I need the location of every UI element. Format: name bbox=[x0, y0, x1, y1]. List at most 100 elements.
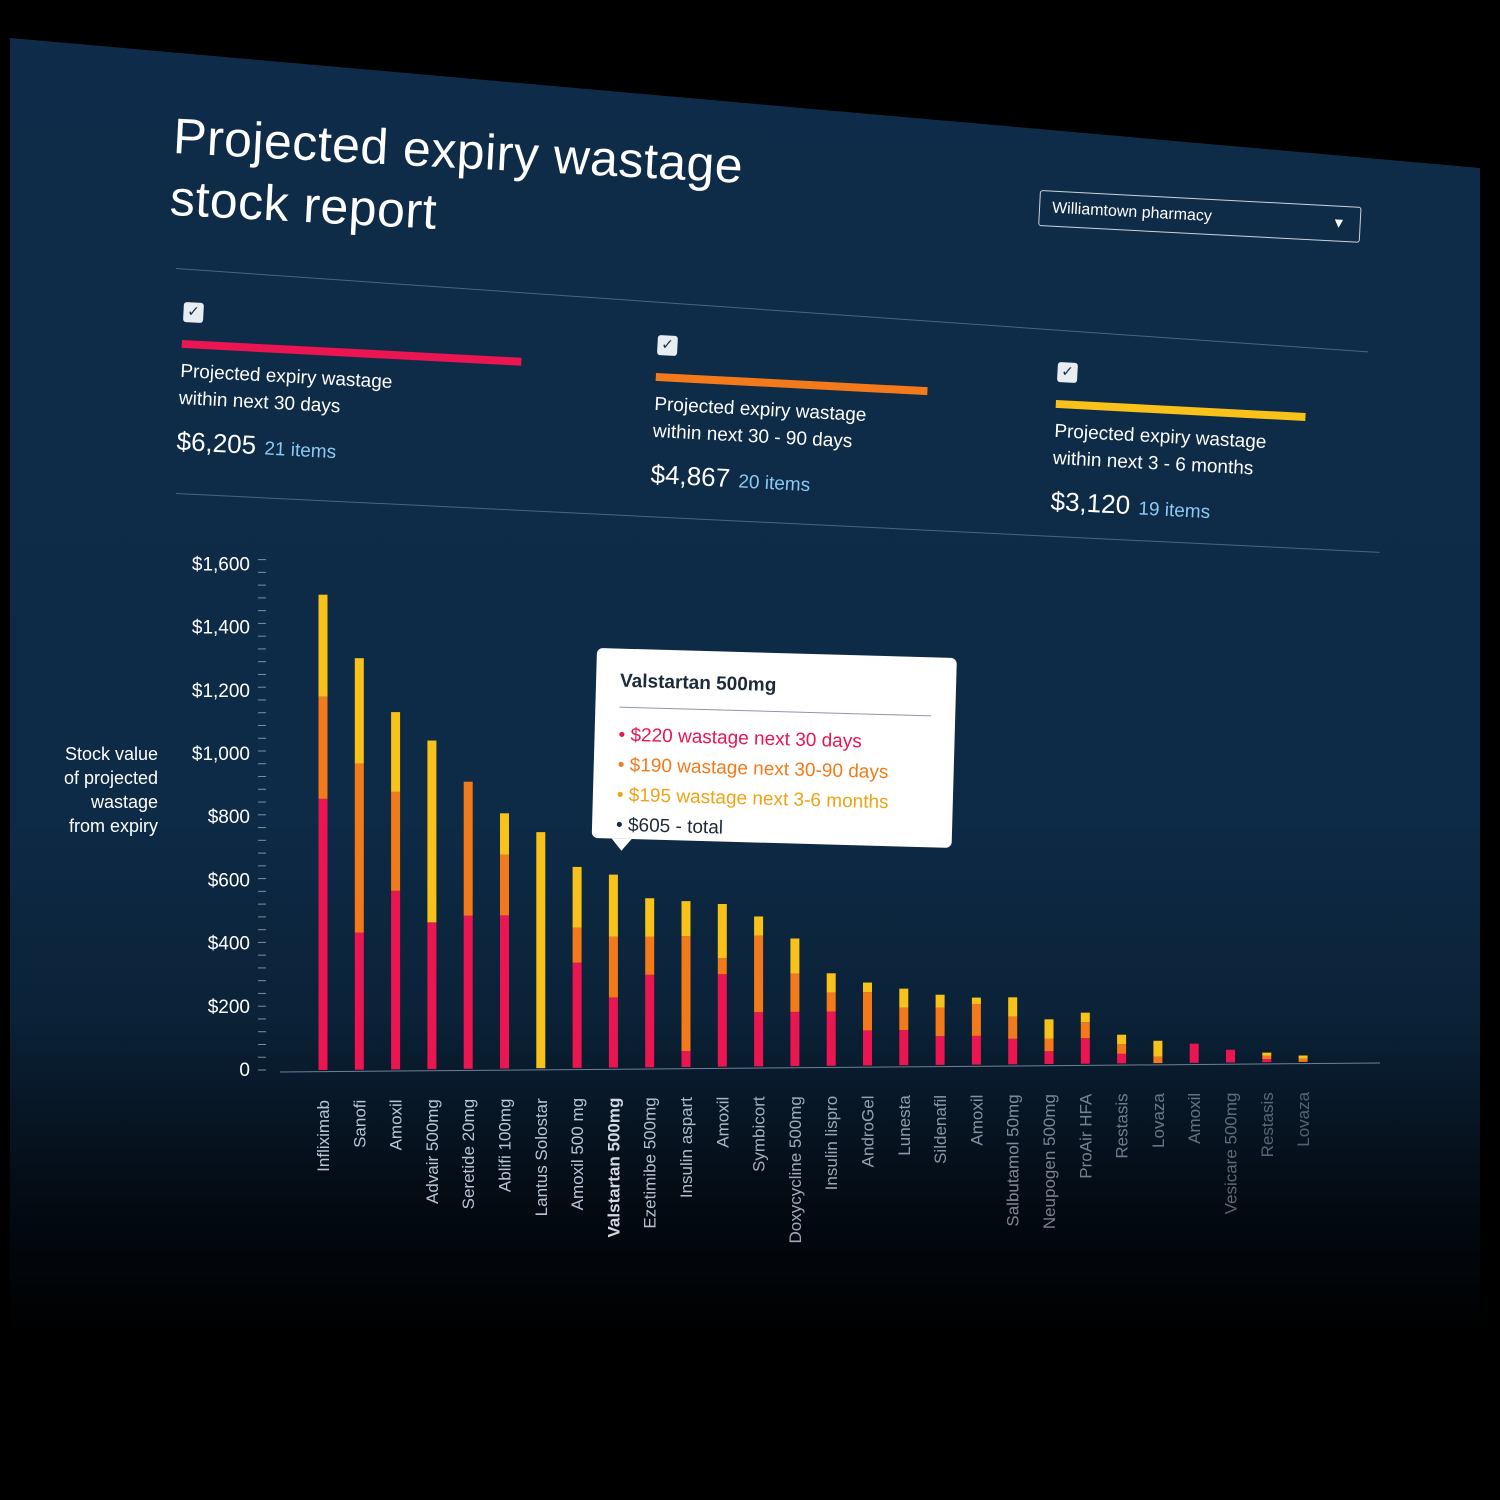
x-tick-label: Valstartan 500mg bbox=[604, 1098, 623, 1238]
bar-segment bbox=[754, 1012, 764, 1067]
x-tick-label: Amoxil bbox=[713, 1097, 732, 1148]
y-axis-title-line: Stock value bbox=[64, 744, 158, 764]
bar-segment bbox=[1189, 1043, 1199, 1063]
x-tick-label: Sanofi bbox=[350, 1100, 369, 1148]
bar-segment bbox=[463, 781, 473, 916]
bar-segment bbox=[1008, 1038, 1018, 1065]
bar-segment bbox=[1262, 1052, 1272, 1056]
bar-segment bbox=[1298, 1058, 1308, 1062]
bar-segment bbox=[1153, 1040, 1163, 1057]
bar-segment bbox=[427, 740, 437, 923]
bar-segment bbox=[754, 935, 764, 1013]
y-tick-label: $400 bbox=[208, 934, 250, 955]
bar-segment bbox=[391, 712, 401, 792]
x-tick-label: Restasis bbox=[1113, 1093, 1132, 1158]
y-tick-label: $600 bbox=[208, 870, 250, 891]
bar-segment bbox=[1153, 1056, 1163, 1064]
bar-segment bbox=[1080, 1038, 1090, 1064]
bar-segment bbox=[899, 988, 909, 1008]
bar-segment bbox=[1008, 1016, 1018, 1039]
x-tick-label: Sildenafil bbox=[931, 1095, 950, 1164]
bar-segment bbox=[1298, 1055, 1308, 1059]
bar-segment bbox=[645, 898, 655, 937]
bar-segment bbox=[863, 1030, 872, 1066]
bar-segment bbox=[681, 1051, 691, 1067]
y-tick-label: 0 bbox=[239, 1060, 250, 1081]
y-tick-label: $1,200 bbox=[192, 681, 250, 702]
bar-segment bbox=[391, 791, 401, 891]
x-tick-label: Lovaza bbox=[1294, 1091, 1313, 1146]
bar-segment bbox=[1044, 1051, 1054, 1064]
x-tick-label: Lantus Solostar bbox=[532, 1098, 551, 1216]
x-tick-label: ProAir HFA bbox=[1076, 1093, 1095, 1179]
bar-segment bbox=[826, 992, 836, 1012]
y-axis-title-line: wastage bbox=[90, 792, 158, 812]
bar-segment bbox=[1044, 1019, 1054, 1039]
bar-segment bbox=[971, 1003, 981, 1036]
bar-segment bbox=[1117, 1044, 1127, 1054]
bar-segment bbox=[717, 974, 727, 1067]
bar-segment bbox=[500, 854, 509, 916]
x-tick-label: Infliximab bbox=[314, 1100, 333, 1172]
tooltip-line-total: • $605 - total bbox=[615, 814, 724, 839]
x-tick-label: Ablifi 100mg bbox=[496, 1099, 515, 1193]
x-tick-label: Insulin aspart bbox=[677, 1097, 696, 1198]
bar-segment bbox=[318, 696, 328, 799]
bar-segment bbox=[318, 594, 328, 697]
tooltip-line-3-6-months: • $195 wastage next 3-6 months bbox=[616, 784, 889, 814]
bar-segment bbox=[935, 1036, 945, 1065]
bar-segment bbox=[754, 916, 764, 936]
bar-segment bbox=[608, 997, 618, 1068]
bar-segment bbox=[1080, 1012, 1090, 1023]
y-tick-label: $800 bbox=[208, 807, 250, 828]
y-axis-title-line: of projected bbox=[63, 768, 158, 788]
bar-segment bbox=[1117, 1053, 1127, 1064]
x-tick-label: Doxycycline 500mg bbox=[786, 1096, 805, 1243]
bar-segment bbox=[826, 973, 836, 993]
x-tick-label: Seretide 20mg bbox=[459, 1099, 478, 1210]
bar-segment bbox=[717, 904, 727, 959]
bar-segment bbox=[608, 874, 618, 937]
bar-segment bbox=[1008, 997, 1018, 1017]
tooltip-line-30-90-days: • $190 wastage next 30-90 days bbox=[617, 754, 889, 784]
y-tick-label: $1,600 bbox=[192, 554, 250, 575]
bar-segment bbox=[1262, 1055, 1272, 1060]
bar-segment bbox=[645, 936, 655, 975]
bar-segment bbox=[1262, 1059, 1272, 1063]
tooltip-title: Valstartan 500mg bbox=[619, 670, 777, 697]
bar-segment bbox=[790, 938, 800, 974]
bar-segment bbox=[935, 994, 945, 1008]
bar-segment bbox=[681, 901, 691, 937]
x-tick-label: Amoxil bbox=[387, 1099, 406, 1150]
bar-segment bbox=[1226, 1049, 1235, 1063]
bar-segment bbox=[863, 982, 872, 993]
x-tick-label: Amoxil bbox=[1185, 1093, 1204, 1144]
bar-segment bbox=[790, 1011, 800, 1067]
bar-segment bbox=[318, 798, 328, 1070]
bar-segment bbox=[427, 922, 437, 1070]
bar-segment bbox=[391, 890, 401, 1070]
x-tick-label: Ezetimibe 500mg bbox=[641, 1097, 660, 1228]
bar-segment bbox=[354, 932, 364, 1070]
bar-segment bbox=[971, 1035, 981, 1065]
bar-segment bbox=[971, 997, 981, 1004]
bar-segment bbox=[500, 813, 509, 855]
bar-segment bbox=[935, 1007, 945, 1037]
bar-segment bbox=[354, 658, 364, 764]
x-tick-label: Amoxil bbox=[967, 1095, 986, 1146]
y-axis-title-line: from expiry bbox=[68, 816, 158, 836]
bar-segment bbox=[1080, 1022, 1090, 1039]
bar-segment bbox=[681, 936, 691, 1052]
x-tick-label: Insulin lispro bbox=[822, 1096, 841, 1191]
bar-segment bbox=[790, 973, 800, 1012]
bar-tooltip: Valstartan 500mg • $220 wastage next 30 … bbox=[591, 648, 957, 848]
bar-segment bbox=[354, 763, 364, 933]
bar-segment bbox=[463, 915, 473, 1069]
y-axis-title: Stock value of projected wastage from ex… bbox=[40, 742, 158, 838]
y-tick-label: $1,000 bbox=[192, 744, 250, 765]
bar-segment bbox=[863, 992, 872, 1031]
bar-segment bbox=[899, 1007, 909, 1031]
x-tick-label: Amoxil 500 mg bbox=[568, 1098, 587, 1210]
x-tick-label: Advair 500mg bbox=[423, 1099, 442, 1204]
